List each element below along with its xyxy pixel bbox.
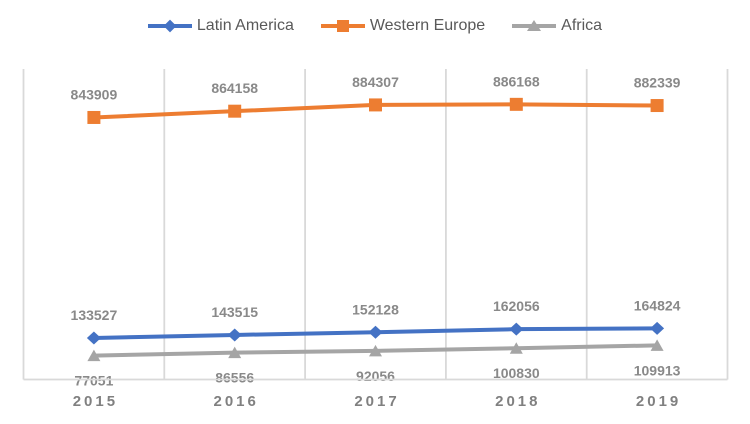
western-europe-legend-swatch [320,17,365,35]
chart-legend: Latin America Western Europe Africa [0,17,750,35]
africa-triangle-marker-icon [369,344,382,357]
x-tick-label: 2018 [495,393,540,410]
latin-america-data-label: 162056 [493,298,540,314]
latin-america-diamond-marker-icon [650,321,665,335]
legend-label-western-europe: Western Europe [369,17,486,34]
western-europe-square-marker-icon [650,99,664,113]
western-europe-square-marker-icon [87,110,101,124]
africa-legend-swatch [512,17,557,35]
latin-america-data-label: 164824 [634,297,681,313]
western-europe-data-label: 864158 [211,80,258,96]
legend-label-latin-america: Latin America [196,17,294,34]
latin-america-data-label: 152128 [352,301,399,317]
africa-triangle-marker-icon [87,349,101,362]
africa-data-label: 100830 [493,365,540,381]
legend-item-africa: Africa [512,17,602,35]
legend-item-latin-america: Latin America [147,17,294,35]
latin-america-data-label: 133527 [71,307,118,323]
legend-label-africa: Africa [561,17,603,34]
western-europe-square-marker-icon [509,97,523,111]
latin-america-data-label: 143515 [211,304,258,320]
latin-america-diamond-icon [163,19,177,33]
africa-data-label: 92056 [356,368,395,384]
latin-america-diamond-marker-icon [227,328,242,342]
western-europe-data-label: 884307 [352,74,399,90]
africa-triangle-marker-icon [509,342,523,354]
africa-triangle-marker-icon [650,339,664,351]
africa-data-label: 86556 [215,370,254,386]
legend-item-western-europe: Western Europe [320,17,486,35]
africa-triangle-icon [527,20,542,32]
x-tick-label: 2015 [73,393,118,410]
x-tick-label: 2019 [636,393,681,410]
latin-america-diamond-marker-icon [509,322,524,336]
western-europe-data-label: 882339 [634,75,681,91]
western-europe-data-label: 886168 [493,73,540,89]
latin-america-diamond-marker-icon [86,331,101,345]
western-europe-square-marker-icon [369,98,382,112]
western-europe-square-icon [336,20,349,32]
x-tick-label: 2016 [214,393,259,410]
latin-america-legend-swatch [147,17,192,35]
africa-triangle-marker-icon [228,346,242,359]
western-europe-data-label: 843909 [71,86,118,102]
western-europe-square-marker-icon [228,104,242,118]
africa-data-label: 77051 [74,373,113,389]
latin-america-diamond-marker-icon [368,325,383,339]
africa-data-label: 109913 [634,362,681,378]
x-tick-label: 2017 [354,393,399,410]
